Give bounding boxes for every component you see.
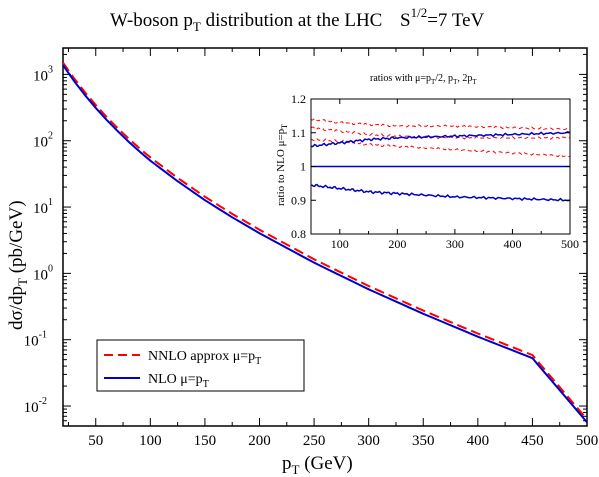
x-tick-label: 500 [576,433,599,449]
legend: NNLO approx μ=pT NLO μ=pT [96,339,305,392]
x-tick-label: 150 [194,433,217,449]
legend-box [96,339,305,392]
x-tick-label: 450 [521,433,544,449]
y-tick-label: 10-1 [24,330,47,350]
legend-label-nlo: NLO μ=pT [148,372,209,390]
inset-title: ratios with μ=pT/2, pT, 2pT [370,73,477,86]
inset-x-tick-label: 200 [388,237,406,251]
y-tick-label: 10-2 [24,396,47,416]
inset-x-tick-label: 300 [446,237,464,251]
inset-y-tick-label: 1.1 [291,126,306,140]
inset-ratio-line [310,183,571,202]
x-tick-label: 300 [357,433,380,449]
inset-y-tick-label: 1 [300,160,306,174]
x-tick-label: 400 [467,433,490,449]
x-tick-label: 100 [139,433,162,449]
inset-x-tick-label: 500 [561,237,579,251]
x-tick-label: 350 [412,433,435,449]
series-line-nnlo [62,62,588,420]
inset-x-tick-label: 100 [331,237,349,251]
inset-ratio-line [310,117,571,131]
inset-axis-ticks: 100 200 300 400 500 0.8 0.9 1 1.1 1.2 [291,92,579,251]
x-axis-label: pT (GeV) [282,453,353,477]
y-axis-label: dσ/dpT (pb/GeV) [6,200,30,330]
inset-ratio-line [310,138,571,158]
legend-label-nnlo: NNLO approx μ=pT [148,349,261,367]
main-series-group [62,62,588,423]
inset-series-group [310,117,571,202]
y-tick-label: 100 [33,263,53,283]
inset-x-tick-label: 400 [503,237,521,251]
inset-y-tick-label: 0.8 [291,227,306,241]
energy-label: S1/2=7 TeV [400,5,485,31]
inset-ratio-line [310,130,571,148]
y-tick-label: 102 [33,131,53,151]
x-tick-label: 50 [88,433,103,449]
inset-y-axis-label: ratio to NLO μ=pT [275,124,289,206]
y-tick-label: 101 [33,197,53,217]
x-tick-label: 250 [303,433,326,449]
inset-y-tick-label: 1.2 [291,92,306,106]
inset-y-tick-label: 0.9 [291,193,306,207]
inset-ratio-line [310,126,571,140]
series-line-nlo [62,64,588,423]
inset-chart: ratios with μ=pT/2, pT, 2pT 100 200 300 400… [275,73,579,251]
chart-title: W-boson pT distribution at the LHC [110,10,382,34]
main-plot-frame [62,47,588,427]
main-axis-ticks: 50 100 150 200 250 300 350 400 450 500 10-2 10-1 100… [24,48,599,449]
y-tick-label: 103 [33,64,53,84]
x-tick-label: 200 [248,433,271,449]
